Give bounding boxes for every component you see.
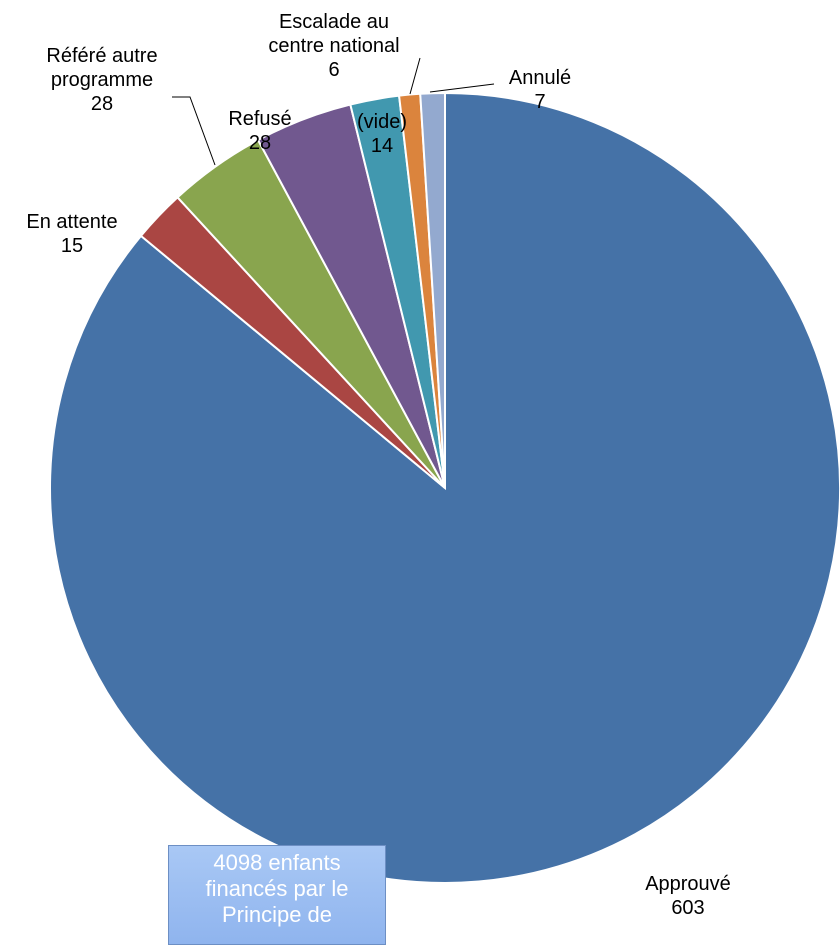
- slice-category: Référé autre: [46, 45, 157, 67]
- slice-label-refuse: Refusé 28: [228, 108, 291, 154]
- slice-label-vide: (vide) 14: [357, 111, 407, 157]
- leader-line-refere-autre-programme: [172, 96, 216, 166]
- pie-chart: Approuvé 603 En attente 15 Référé autre progr…: [26, 11, 840, 919]
- slice-category: Refusé: [228, 108, 291, 130]
- slice-value: 15: [61, 235, 83, 257]
- leader-line-escalade-au-centre-national: [409, 57, 421, 95]
- leader-line-annule: [429, 83, 495, 93]
- slice-category: centre national: [268, 35, 399, 57]
- pie-slices: [49, 91, 840, 884]
- slice-value: 603: [671, 897, 704, 919]
- slice-label-escalade-au-centre-national: Escalade au centre national 6: [268, 11, 399, 81]
- slice-label-approuve: Approuvé 603: [645, 873, 731, 919]
- slice-value: 7: [534, 91, 545, 113]
- callout-line-2: financés par le: [205, 876, 349, 901]
- slice-label-en-attente: En attente 15: [26, 211, 117, 257]
- leader-lines: [172, 57, 495, 166]
- slice-category: Escalade au: [279, 11, 389, 33]
- slice-value: 28: [249, 132, 271, 154]
- callout-box: 4098 enfants financés par le Principe de: [168, 845, 386, 945]
- slice-category: En attente: [26, 211, 117, 233]
- slice-value: 28: [91, 93, 113, 115]
- slice-annule: [419, 91, 446, 489]
- callout-line-1: 4098 enfants: [213, 850, 341, 875]
- slice-category: Annulé: [509, 67, 571, 89]
- slice-category: programme: [51, 69, 153, 91]
- slice-value: 6: [328, 59, 339, 81]
- slice-label-refere-autre-programme: Référé autre programme 28: [46, 45, 157, 115]
- slice-labels: Approuvé 603 En attente 15 Référé autre progr…: [26, 11, 730, 919]
- slice-label-annule: Annulé 7: [509, 67, 571, 113]
- callout-line-3: Principe de: [221, 902, 333, 927]
- slice-category: (vide): [357, 111, 407, 133]
- slice-category: Approuvé: [645, 873, 731, 895]
- slice-value: 14: [371, 135, 393, 157]
